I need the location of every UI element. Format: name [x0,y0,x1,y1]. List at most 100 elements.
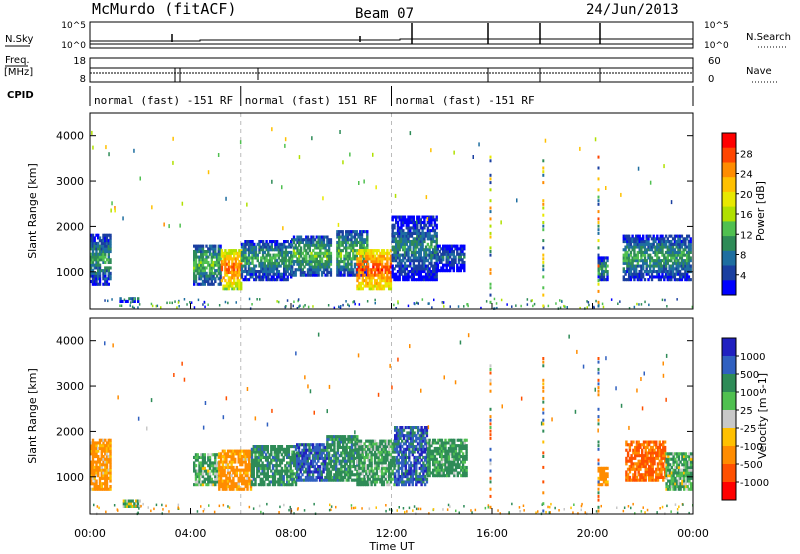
velocity-cell [368,469,371,473]
power-cell [97,236,100,240]
power-cell [224,265,227,269]
power-noise [172,136,174,141]
power-cell [98,255,102,259]
power-cell [377,249,380,253]
power-noise [352,300,354,304]
power-cluster [90,233,112,286]
power-cell [102,236,105,240]
power-cell [417,218,421,222]
power-cell [433,223,437,227]
power-cell [423,237,426,241]
velocity-cell [252,477,255,481]
power-cell [345,238,348,242]
power-cell [366,265,370,269]
velocity-cell [221,468,225,472]
velocity-cell [264,472,268,476]
power-noise [442,301,445,304]
power-cell [201,258,205,262]
power-cell [299,251,303,255]
power-cell [305,240,308,244]
power-streak [489,246,492,250]
power-cell [666,245,669,249]
power-cell [201,244,205,248]
velocity-cell [389,472,393,476]
velocity-cell [95,446,98,450]
velocity-cell [250,469,254,473]
power-cell [310,260,313,264]
velocity-cell [379,469,382,473]
power-cell [402,253,405,257]
velocity-cell [363,483,366,487]
velocity-cell [277,453,280,457]
velocity-cell [91,449,95,453]
power-cell [261,275,265,279]
power-cell [90,244,93,248]
power-cell [343,262,346,266]
power-cell [624,253,627,257]
power-cell [670,275,673,279]
power-cell [210,277,213,281]
power-cell [675,256,678,260]
velocity-cell [91,452,95,456]
power-cell [652,270,655,274]
power-cell [650,256,654,260]
velocity-cell [331,448,334,452]
velocity-cell [208,464,212,468]
velocity-cell [415,458,418,462]
power-cell [380,270,384,274]
velocity-cell [268,480,271,484]
power-cell [288,256,291,260]
velocity-cell [286,475,289,479]
power-cell [224,287,227,291]
power-cell [407,278,410,282]
velocity-cell [252,458,255,462]
power-cell [410,250,414,254]
power-noise [472,155,474,159]
power-cell [207,263,210,267]
power-cell [364,240,367,244]
power-cell [633,240,636,244]
velocity-cell [93,485,96,489]
power-cell [244,267,247,271]
power-cell [686,253,689,257]
power-cell [312,257,315,261]
velocity-cell [109,446,112,450]
power-cell [361,276,364,280]
power-cell [629,240,633,244]
power-cell [194,255,198,259]
power-cell [355,249,358,253]
velocity-cell [257,466,261,470]
power-cell [329,243,333,247]
power-cell [305,243,308,247]
velocity-cell [373,445,377,449]
velocity-cell [270,461,273,465]
power-cell [305,254,308,258]
velocity-cell [415,477,418,481]
power-cell [449,252,452,256]
power-cell [423,250,426,254]
velocity-cell [299,470,302,474]
power-cell [253,242,256,246]
velocity-cell [313,470,316,474]
power-cell [686,278,689,282]
velocity-cell [338,475,341,479]
velocity-cell [207,469,210,473]
power-cell [283,259,286,263]
power-cell [414,278,417,282]
power-cell [597,267,600,271]
velocity-cell [420,453,423,457]
velocity-cell [97,460,100,464]
power-cell [627,259,631,263]
velocity-cell [416,475,420,479]
power-cell [270,240,273,244]
velocity-cell [105,455,109,459]
velocity-cell [289,461,292,465]
power-noise [123,298,126,301]
velocity-cell [286,450,289,454]
velocity-cell [408,436,411,440]
power-cell [410,218,414,222]
power-cell [602,256,606,260]
power-cell [463,244,466,248]
velocity-cell [416,477,420,481]
power-cell [396,223,400,227]
